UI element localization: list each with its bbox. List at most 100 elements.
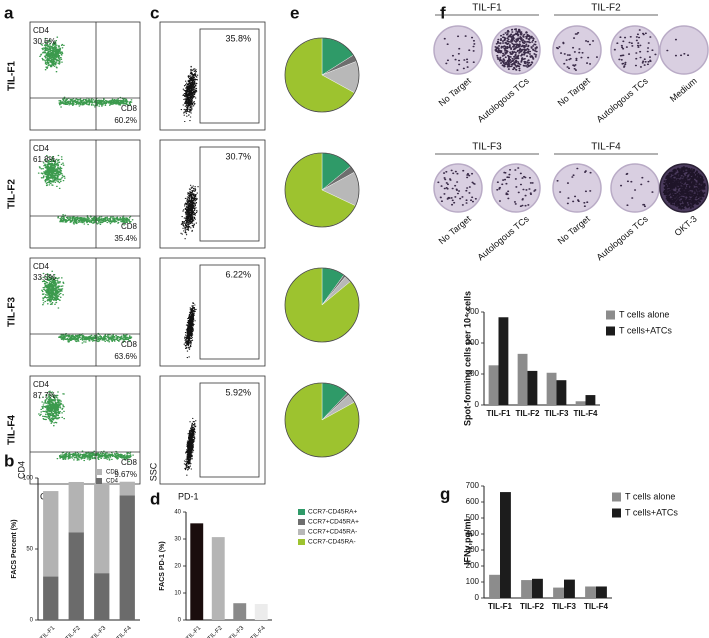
y-tick-label: 500 bbox=[466, 513, 480, 522]
bar bbox=[498, 317, 509, 405]
scatter-dots bbox=[39, 36, 133, 108]
x-tick-label: TIL-F1 bbox=[487, 409, 512, 418]
scatter-dots bbox=[40, 270, 133, 344]
panel-letter: b bbox=[4, 451, 14, 470]
legend-label: CCR7-CD45RA- bbox=[308, 539, 356, 546]
quadrant-pct: 63.6% bbox=[114, 352, 137, 361]
scatter-dots bbox=[183, 417, 197, 476]
y-axis-label: CD4 bbox=[16, 461, 26, 479]
well bbox=[610, 163, 660, 213]
panel-letter: c bbox=[150, 3, 159, 22]
panel-letter: e bbox=[290, 3, 299, 22]
bar-segment bbox=[94, 482, 110, 574]
y-tick-label: 50 bbox=[26, 547, 33, 553]
x-tick-label: TIL-F1 bbox=[186, 625, 203, 638]
plot-frame bbox=[29, 21, 141, 131]
well-label: Autologous TCs bbox=[594, 213, 650, 262]
plot-frame bbox=[159, 257, 266, 367]
legend-label: CD4 bbox=[106, 479, 119, 485]
quadrant-label: CD4 bbox=[33, 144, 50, 153]
spots bbox=[494, 28, 538, 72]
group-label: TIL-F2 bbox=[591, 3, 621, 14]
legend-label: T cells+ATCs bbox=[625, 507, 678, 517]
scatter-dots bbox=[183, 302, 197, 359]
bar-segment bbox=[43, 576, 59, 620]
y-tick-label: 100 bbox=[466, 369, 480, 378]
bar bbox=[521, 580, 532, 598]
legend-swatch bbox=[298, 529, 305, 535]
y-tick-label: 40 bbox=[174, 510, 181, 516]
panel-letter: f bbox=[440, 3, 446, 22]
quadrant-label: CD8 bbox=[121, 222, 138, 231]
well bbox=[659, 25, 709, 75]
scatter-dots bbox=[180, 184, 199, 240]
well-label: No Target bbox=[556, 75, 593, 108]
well-label: No Target bbox=[556, 213, 593, 246]
x-tick-label: TIL-F2 bbox=[516, 409, 541, 418]
legend-label: CCR7-CD45RA+ bbox=[308, 509, 358, 516]
quadrant-label: CD8 bbox=[121, 340, 138, 349]
x-tick-label: TIL-F3 bbox=[91, 625, 108, 638]
gate bbox=[199, 382, 260, 478]
y-tick-label: 30 bbox=[174, 537, 181, 543]
x-tick-label: TIL-F2 bbox=[520, 602, 545, 611]
bar bbox=[517, 353, 528, 405]
bar-segment bbox=[119, 495, 135, 620]
group-label: TIL-F1 bbox=[472, 3, 502, 14]
quadrant-pct: 87.7% bbox=[33, 391, 56, 400]
x-tick-label: TIL-F4 bbox=[250, 625, 267, 638]
x-tick-label: TIL-F4 bbox=[574, 409, 599, 418]
panel-letter: g bbox=[440, 484, 450, 503]
plot-frame bbox=[159, 139, 266, 249]
plot-frame bbox=[29, 257, 141, 367]
row-label: TIL-F2 bbox=[7, 179, 18, 209]
spots bbox=[556, 167, 592, 207]
legend-swatch bbox=[606, 326, 615, 336]
quadrant-label: CD4 bbox=[33, 380, 50, 389]
bar-segment bbox=[68, 481, 84, 533]
well bbox=[491, 163, 541, 213]
quadrant-pct: 61.8% bbox=[33, 155, 56, 164]
legend-swatch bbox=[96, 478, 102, 484]
bar bbox=[211, 537, 225, 620]
legend-label: T cells alone bbox=[625, 491, 675, 501]
quadrant-pct: 30.6% bbox=[33, 37, 56, 46]
group-label: TIL-F3 bbox=[472, 142, 502, 153]
gate bbox=[199, 146, 260, 242]
bar bbox=[564, 579, 575, 598]
spots bbox=[555, 31, 598, 71]
legend-label: CCR7+CD45RA- bbox=[308, 529, 357, 536]
y-tick-label: 0 bbox=[475, 400, 480, 409]
x-tick-label: TIL-F1 bbox=[40, 625, 57, 638]
well-label: No Target bbox=[437, 213, 474, 246]
well bbox=[610, 25, 660, 75]
y-tick-label: 0 bbox=[30, 618, 34, 624]
gate bbox=[199, 264, 260, 360]
y-axis-label: SSC bbox=[148, 462, 158, 481]
bar bbox=[254, 604, 268, 620]
gate-pct: 5.92% bbox=[225, 387, 251, 397]
well bbox=[552, 25, 602, 75]
bar-segment bbox=[119, 481, 135, 496]
bar-segment bbox=[94, 573, 110, 620]
legend-swatch bbox=[612, 492, 621, 502]
spots bbox=[662, 166, 706, 210]
bar bbox=[532, 578, 543, 598]
legend-swatch bbox=[298, 539, 305, 545]
y-axis-label: Spot-forming cells per 10⁴ cells bbox=[462, 291, 472, 426]
legend-swatch bbox=[298, 509, 305, 515]
y-tick-label: 100 bbox=[466, 577, 480, 586]
bar bbox=[489, 574, 500, 598]
well bbox=[433, 163, 483, 213]
spots bbox=[437, 169, 477, 206]
bar-segment bbox=[43, 491, 59, 577]
legend-swatch bbox=[612, 508, 621, 518]
group-label: TIL-F4 bbox=[591, 142, 621, 153]
x-axis-label: PD-1 bbox=[178, 491, 199, 501]
bar-segment bbox=[68, 532, 84, 620]
gate-pct: 35.8% bbox=[225, 33, 251, 43]
quadrant-label: CD8 bbox=[121, 104, 138, 113]
quadrant-pct: 9.67% bbox=[114, 470, 137, 479]
